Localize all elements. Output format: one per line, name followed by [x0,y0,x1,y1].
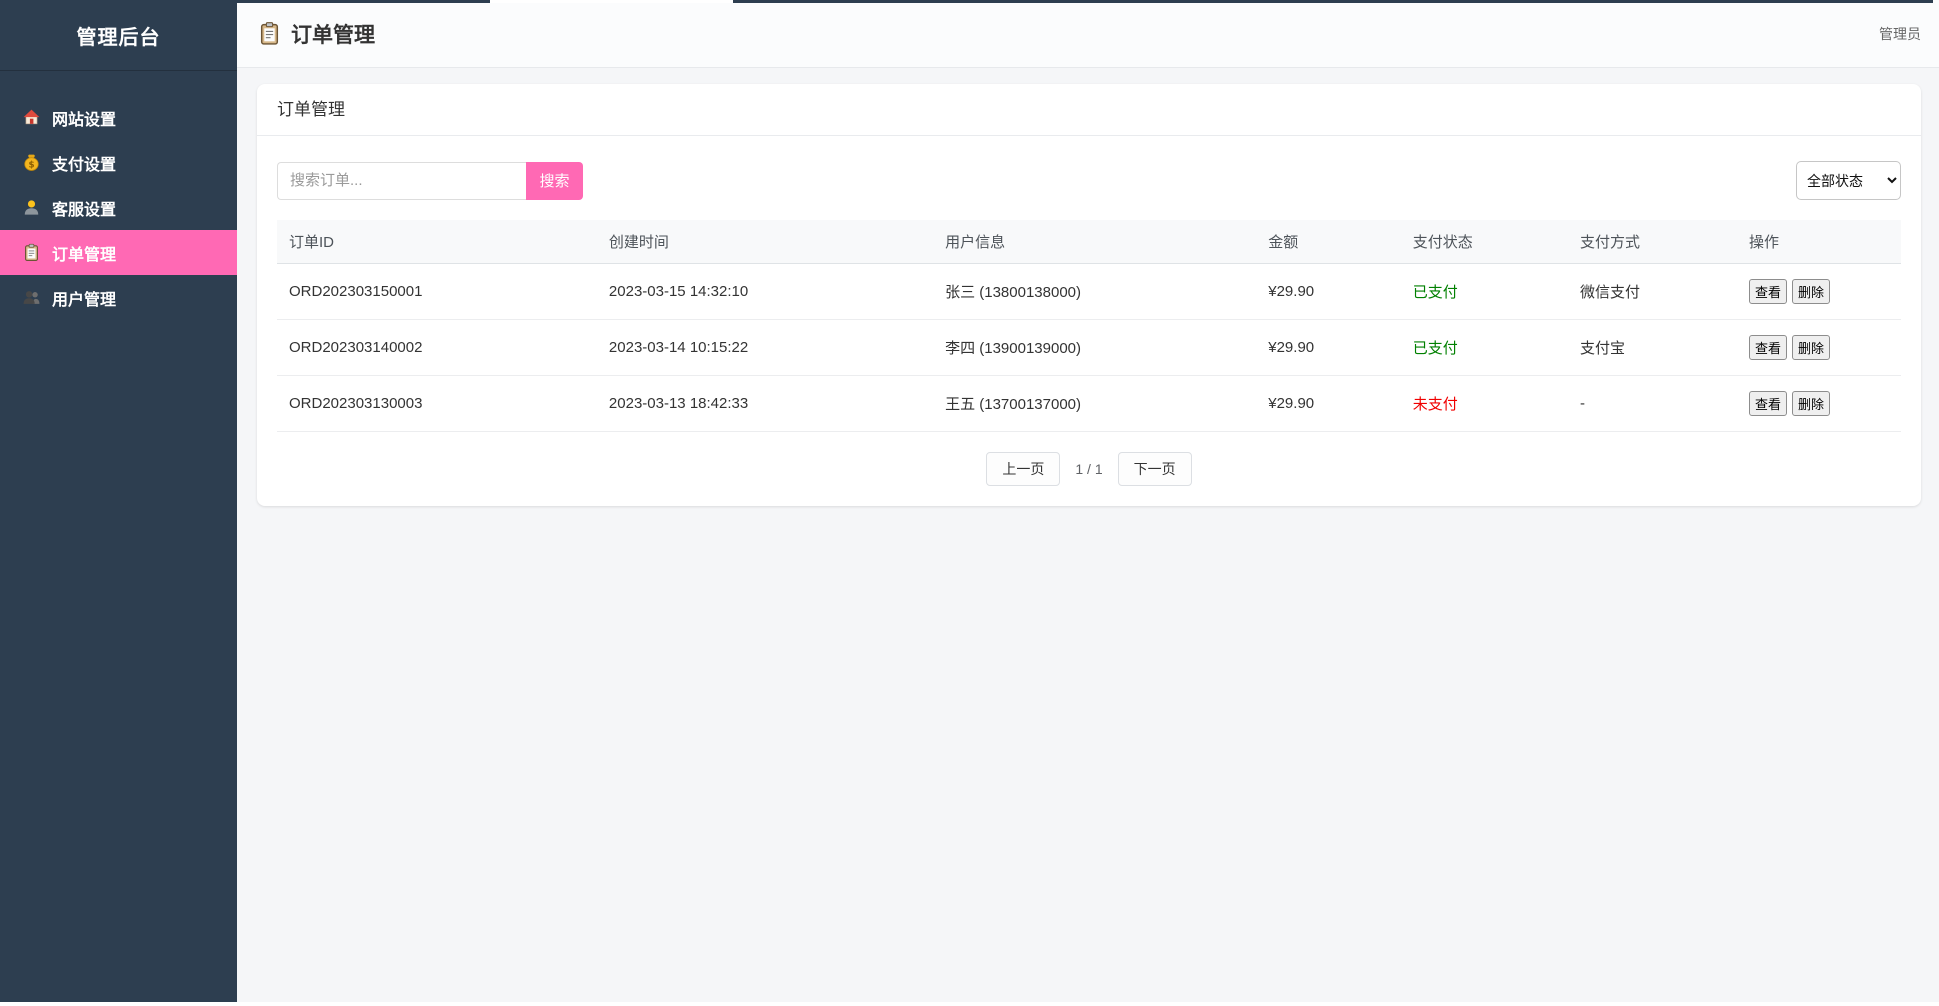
cell-amount: ¥29.90 [1256,375,1401,432]
search-input[interactable] [277,161,526,200]
cell-user: 李四 (13900139000) [933,319,1257,376]
orders-card: 订单管理 搜索 全部状态 [257,84,1921,506]
prev-page-button[interactable]: 上一页 [986,452,1061,486]
sidebar-menu: 网站设置 支付设置 客服设置 订单管理 用户管理 [0,95,237,320]
content: 订单管理 搜索 全部状态 [237,68,1939,506]
sidebar-item-label: 网站设置 [52,111,117,129]
cell-actions: 查看 删除 [1736,263,1901,320]
cell-actions: 查看 删除 [1736,375,1901,432]
view-button[interactable]: 查看 [1748,391,1787,416]
cell-method: - [1568,375,1737,432]
status-badge: 已支付 [1412,340,1458,357]
card-title: 订单管理 [257,84,1921,136]
view-button[interactable]: 查看 [1748,335,1787,360]
sidebar: 管理后台 网站设置 支付设置 客服设置 订单管理 用户管理 [0,0,237,1006]
sidebar-item-label: 订单管理 [52,246,117,264]
top-edge-gap [490,0,733,3]
users-icon [22,288,41,307]
sidebar-item-label: 客服设置 [52,201,117,219]
bottom-edge-strip [0,1002,1939,1006]
table-row: ORD202303130003 2023-03-13 18:42:33 王五 (… [277,375,1901,432]
search-group: 搜索 [277,161,583,200]
cell-user: 张三 (13800138000) [933,263,1257,320]
table-row: ORD202303140002 2023-03-14 10:15:22 李四 (… [277,319,1901,376]
cell-created: 2023-03-14 10:15:22 [596,319,934,376]
cell-order-id: ORD202303150001 [277,263,597,320]
status-badge: 未支付 [1412,396,1458,413]
col-order-id: 订单ID [277,220,597,264]
col-user: 用户信息 [933,220,1257,264]
cell-method: 微信支付 [1568,263,1737,320]
cell-user: 王五 (13700137000) [933,375,1257,432]
sidebar-item-user-management[interactable]: 用户管理 [0,275,237,320]
app-title: 管理后台 [0,0,237,71]
sidebar-item-label: 用户管理 [52,291,117,309]
person-icon [22,198,41,217]
card-body: 搜索 全部状态 订单ID 创建时间 用户信息 [257,136,1921,506]
house-icon [22,108,41,127]
col-created: 创建时间 [596,220,934,264]
clipboard-icon [257,21,282,46]
top-edge-line [237,0,1933,3]
col-amount: 金额 [1256,220,1401,264]
cell-created: 2023-03-15 14:32:10 [596,263,934,320]
table-row: ORD202303150001 2023-03-15 14:32:10 张三 (… [277,263,1901,320]
clipboard-icon [22,243,41,262]
col-actions: 操作 [1736,220,1901,264]
cell-status: 已支付 [1400,319,1569,376]
money-bag-icon [22,153,41,172]
cell-status: 已支付 [1400,263,1569,320]
status-badge: 已支付 [1412,284,1458,301]
status-filter-select[interactable]: 全部状态 [1796,161,1901,200]
cell-amount: ¥29.90 [1256,263,1401,320]
search-button[interactable]: 搜索 [526,161,583,200]
cell-order-id: ORD202303130003 [277,375,597,432]
page-info: 1 / 1 [1075,461,1103,477]
page-title-text: 订单管理 [291,23,375,47]
main-area: 订单管理 管理员 订单管理 搜索 全部状态 [237,0,1939,1006]
col-status: 支付状态 [1400,220,1569,264]
page-title: 订单管理 [257,19,375,49]
cell-amount: ¥29.90 [1256,319,1401,376]
sidebar-item-label: 支付设置 [52,156,117,174]
orders-table: 订单ID 创建时间 用户信息 金额 支付状态 支付方式 操作 ORD202303… [277,220,1901,432]
sidebar-item-site-settings[interactable]: 网站设置 [0,95,237,140]
cell-actions: 查看 删除 [1736,319,1901,376]
pagination: 上一页 1 / 1 下一页 [277,452,1901,486]
delete-button[interactable]: 删除 [1791,335,1830,360]
delete-button[interactable]: 删除 [1791,391,1830,416]
toolbar: 搜索 全部状态 [277,161,1901,200]
admin-user-label: 管理员 [1879,25,1921,42]
top-header: 订单管理 管理员 [237,0,1939,68]
cell-status: 未支付 [1400,375,1569,432]
col-method: 支付方式 [1568,220,1737,264]
sidebar-item-service-settings[interactable]: 客服设置 [0,185,237,230]
cell-method: 支付宝 [1568,319,1737,376]
next-page-button[interactable]: 下一页 [1117,452,1192,486]
sidebar-item-order-management[interactable]: 订单管理 [0,230,237,275]
cell-created: 2023-03-13 18:42:33 [596,375,934,432]
delete-button[interactable]: 删除 [1791,279,1830,304]
view-button[interactable]: 查看 [1748,279,1787,304]
table-header-row: 订单ID 创建时间 用户信息 金额 支付状态 支付方式 操作 [277,220,1901,264]
sidebar-item-payment-settings[interactable]: 支付设置 [0,140,237,185]
cell-order-id: ORD202303140002 [277,319,597,376]
